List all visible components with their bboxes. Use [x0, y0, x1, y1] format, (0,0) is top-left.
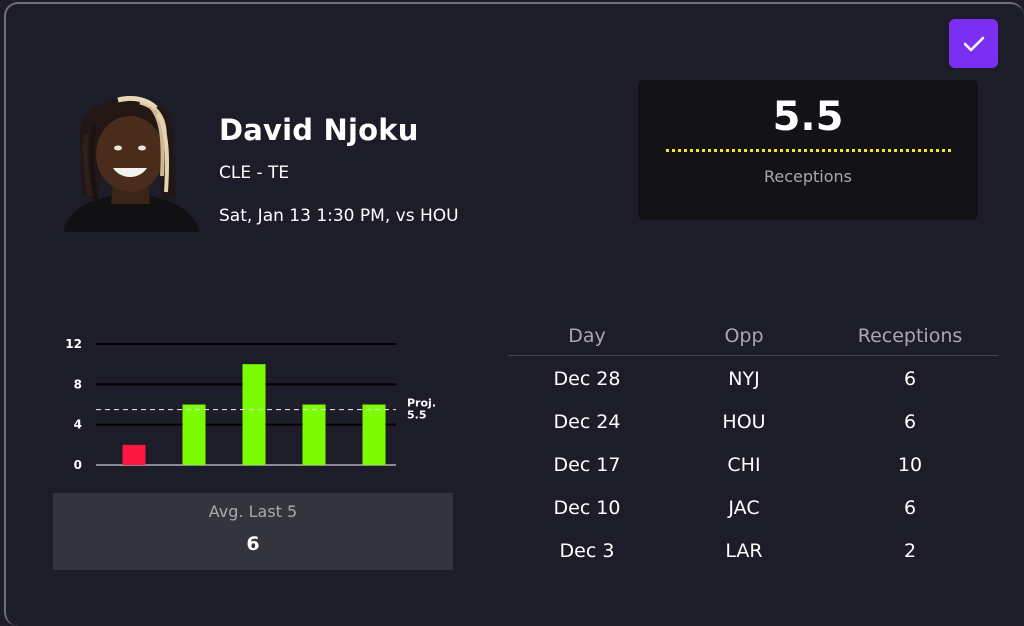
- chart-bar: [242, 364, 266, 465]
- cell-opp: JAC: [728, 496, 760, 519]
- chart-bar: [182, 404, 206, 465]
- cell-receptions: 2: [903, 539, 917, 562]
- average-value: 6: [246, 533, 260, 555]
- player-team-position: CLE - TE: [219, 163, 290, 183]
- cell-receptions: 6: [903, 410, 917, 433]
- cell-day: Dec 28: [553, 367, 621, 390]
- y-tick-label: 12: [65, 337, 82, 351]
- header-day: Day: [568, 324, 606, 347]
- chart-bar: [362, 404, 386, 465]
- average-label: Avg. Last 5: [208, 502, 298, 521]
- line-divider: [666, 149, 951, 152]
- y-tick-label: 8: [74, 377, 82, 391]
- chart-bar: [122, 444, 146, 465]
- game-log-table: Day Opp Receptions Dec 28 NYJ 6 Dec 24 H…: [508, 316, 998, 572]
- cell-opp: HOU: [722, 410, 766, 433]
- chart-bar: [302, 404, 326, 465]
- projection-label: Proj.: [407, 397, 436, 410]
- cell-receptions: 6: [903, 367, 917, 390]
- prop-card: David Njoku CLE - TE Sat, Jan 13 1:30 PM…: [4, 2, 1024, 626]
- table-header: Day Opp Receptions: [508, 316, 998, 356]
- table-row: Dec 3 LAR 2: [508, 529, 998, 572]
- cell-receptions: 10: [897, 453, 923, 476]
- prop-line-box: 5.5 Receptions: [638, 80, 978, 220]
- cell-opp: CHI: [727, 453, 761, 476]
- player-name: David Njoku: [219, 113, 419, 147]
- table-row: Dec 28 NYJ 6: [508, 357, 998, 400]
- header-opp: Opp: [724, 324, 764, 347]
- table-row: Dec 10 JAC 6: [508, 486, 998, 529]
- cell-opp: LAR: [725, 539, 763, 562]
- cell-day: Dec 10: [553, 496, 621, 519]
- line-stat-label: Receptions: [763, 167, 853, 186]
- table-row: Dec 17 CHI 10: [508, 443, 998, 486]
- projection-value-label: 5.5: [407, 409, 427, 422]
- y-tick-label: 4: [74, 418, 82, 432]
- game-info: Sat, Jan 13 1:30 PM, vs HOU: [219, 206, 459, 226]
- cell-day: Dec 24: [553, 410, 621, 433]
- cell-day: Dec 17: [553, 453, 621, 476]
- average-box: Avg. Last 5 6: [53, 493, 453, 570]
- cell-opp: NYJ: [728, 367, 760, 390]
- line-value: 5.5: [772, 94, 844, 140]
- check-icon: [963, 36, 984, 51]
- table-row: Dec 24 HOU 6: [508, 400, 998, 443]
- receptions-chart: 0 4 8 12 Proj.5.5: [65, 337, 436, 472]
- header-receptions: Receptions: [857, 324, 963, 347]
- cell-day: Dec 3: [559, 539, 615, 562]
- cell-receptions: 6: [903, 496, 917, 519]
- y-tick-label: 0: [74, 458, 82, 472]
- player-avatar: [58, 96, 203, 232]
- select-pick-button[interactable]: [949, 19, 998, 68]
